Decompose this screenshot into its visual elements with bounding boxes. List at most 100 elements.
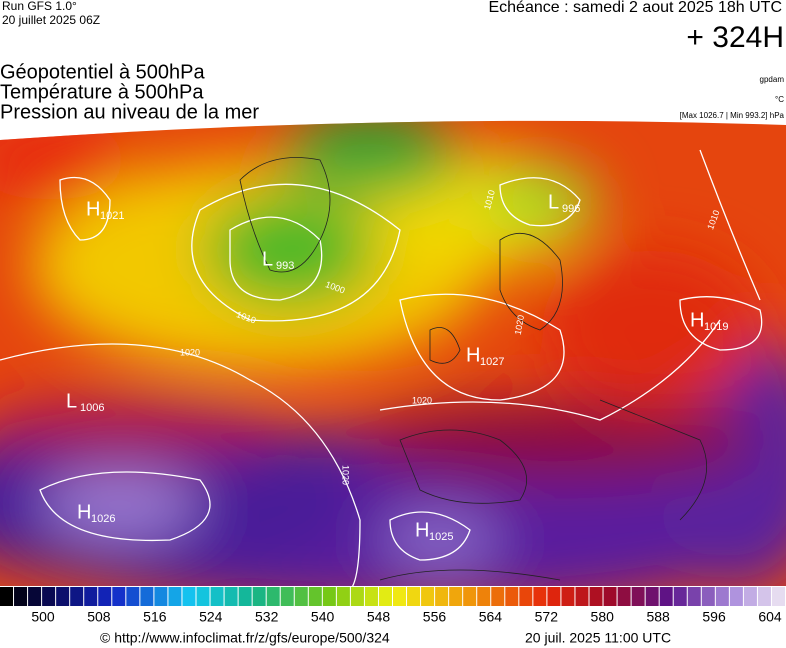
color-swatch [701, 587, 715, 606]
colorbar-tick-label: 572 [535, 609, 559, 625]
center-pressure: 996 [562, 203, 580, 215]
run-date: 20 juillet 2025 06Z [2, 13, 100, 27]
color-swatch [533, 587, 547, 606]
colorbar-tick-label: 564 [479, 609, 503, 625]
color-swatch [28, 587, 42, 606]
isobars [0, 149, 763, 586]
center-letter: H [690, 309, 704, 331]
color-swatch [491, 587, 505, 606]
color-swatch [687, 587, 701, 606]
color-swatch [729, 587, 743, 606]
color-swatch [168, 587, 182, 606]
color-swatch [112, 587, 126, 606]
unit-label: °C [775, 95, 784, 104]
color-swatch [505, 587, 519, 606]
colorbar-tick-label: 580 [591, 609, 615, 625]
color-swatch [224, 587, 238, 606]
color-swatch [575, 587, 589, 606]
colorbar-tick-label: 500 [31, 609, 55, 625]
center-pressure: 1021 [100, 210, 124, 222]
color-swatch [617, 587, 631, 606]
center-pressure: 1026 [91, 513, 115, 525]
color-swatch [589, 587, 603, 606]
color-swatch [42, 587, 56, 606]
color-swatch [252, 587, 266, 606]
lead-time: + 324H [686, 21, 784, 54]
color-swatch [673, 587, 687, 606]
color-swatch [477, 587, 491, 606]
color-swatch [98, 587, 112, 606]
color-swatch [659, 587, 673, 606]
isobar-label: 1020 [341, 465, 351, 485]
color-swatch [435, 587, 449, 606]
colorbar-tick-label: 556 [423, 609, 447, 625]
unit-label: gpdam [760, 75, 785, 84]
isobar-label: 1020 [180, 347, 200, 357]
colorbar-tick-label: 524 [199, 609, 223, 625]
color-swatch [336, 587, 350, 606]
color-swatch [547, 587, 561, 606]
color-swatch [519, 587, 533, 606]
field-title: Température à 500hPa [0, 81, 204, 103]
color-swatch [126, 587, 140, 606]
color-swatch [407, 587, 421, 606]
center-pressure: 1019 [704, 321, 728, 333]
center-pressure: 993 [276, 260, 294, 272]
color-swatch [350, 587, 364, 606]
color-swatch [603, 587, 617, 606]
colorbar-tick-label: 596 [702, 609, 726, 625]
color-swatch [196, 587, 210, 606]
colorbar-tick-label: 588 [646, 609, 670, 625]
colorbar-tick-label: 548 [367, 609, 391, 625]
center-pressure: 1025 [429, 531, 453, 543]
color-swatch [743, 587, 757, 606]
color-swatch [322, 587, 336, 606]
color-swatch [140, 587, 154, 606]
color-swatch [266, 587, 280, 606]
color-swatch [154, 587, 168, 606]
colorbar-tick-label: 540 [311, 609, 335, 625]
isobar-label: 1020 [412, 395, 432, 405]
color-swatch [449, 587, 463, 606]
forecast-time: Echéance : samedi 2 aout 2025 18h UTC [488, 0, 782, 16]
color-swatch [771, 587, 785, 606]
center-letter: L [66, 390, 77, 412]
color-swatch [238, 587, 252, 606]
color-swatch [280, 587, 294, 606]
colorbar-tick-label: 516 [143, 609, 167, 625]
run-label: Run GFS 1.0° [2, 0, 77, 13]
color-swatch [378, 587, 392, 606]
field-title: Pression au niveau de la mer [0, 101, 259, 123]
center-letter: H [77, 501, 91, 523]
field-title: Géopotentiel à 500hPa [0, 61, 205, 83]
generated-time: 20 juil. 2025 11:00 UTC [525, 630, 671, 646]
color-swatch [421, 587, 435, 606]
color-swatch [14, 587, 28, 606]
color-swatch [70, 587, 84, 606]
color-swatch [84, 587, 98, 606]
center-letter: H [466, 344, 480, 366]
colorbar-tick-label: 604 [758, 609, 782, 625]
color-swatch [182, 587, 196, 606]
color-swatch [364, 587, 378, 606]
center-letter: L [548, 191, 559, 213]
colorbar-tick-label: 508 [87, 609, 111, 625]
color-swatch [561, 587, 575, 606]
colorbar: 500 508 516 524 532 540 548 556 564 572 580 588 596 6… [0, 587, 785, 625]
range-label: [Max 1026.7 | Min 993.2] hPa [680, 111, 785, 120]
source-link: © http://www.infoclimat.fr/z/gfs/europe/… [100, 630, 390, 646]
color-swatch [463, 587, 477, 606]
colorbar-tick-label: 532 [255, 609, 279, 625]
center-letter: H [86, 198, 100, 220]
color-swatch [393, 587, 407, 606]
center-letter: L [262, 248, 273, 270]
center-letter: H [415, 519, 429, 541]
isobar-label: 1020 [513, 314, 526, 335]
color-swatch [631, 587, 645, 606]
center-pressure: 1027 [480, 356, 504, 368]
color-swatch [0, 587, 14, 606]
color-swatch [757, 587, 771, 606]
color-swatch [308, 587, 322, 606]
